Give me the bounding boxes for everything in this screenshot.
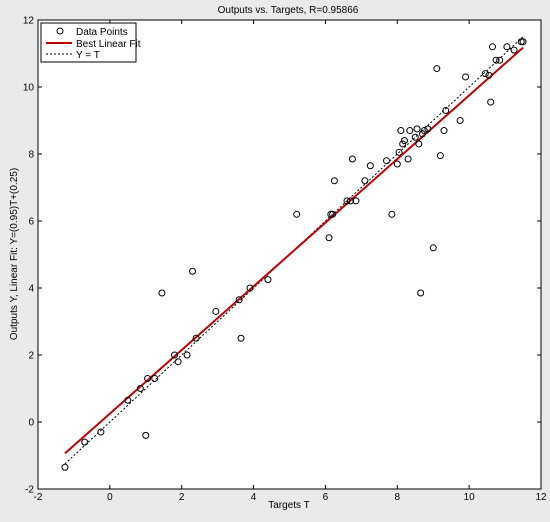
legend-data-points-label: Data Points xyxy=(76,27,128,38)
x-tick-label: 6 xyxy=(323,492,329,503)
data-point xyxy=(492,56,500,64)
data-point xyxy=(406,127,414,135)
data-point xyxy=(413,125,421,133)
y-tick-label: 8 xyxy=(28,150,34,161)
data-point xyxy=(488,43,496,51)
data-point xyxy=(192,334,200,342)
data-point xyxy=(418,130,426,138)
data-point xyxy=(151,374,159,382)
data-point xyxy=(420,127,428,135)
x-tick-label: 4 xyxy=(251,492,257,503)
data-point xyxy=(212,307,220,315)
y-tick-label: 4 xyxy=(28,284,34,295)
data-point xyxy=(330,177,338,185)
data-point xyxy=(400,137,408,145)
x-tick-label: 0 xyxy=(107,492,113,503)
data-point xyxy=(366,162,374,170)
data-point xyxy=(411,133,419,141)
data-point xyxy=(293,210,301,218)
y-tick-label: 12 xyxy=(23,16,35,27)
data-point xyxy=(246,284,254,292)
data-point xyxy=(417,289,425,297)
y-axis: -2 0 2 4 6 8 10 12 xyxy=(23,16,541,496)
data-point xyxy=(158,289,166,297)
y-tick-label: 0 xyxy=(28,418,34,429)
x-tick-label: 2 xyxy=(179,492,185,503)
data-point xyxy=(503,43,511,51)
data-point xyxy=(415,140,423,148)
data-point xyxy=(519,38,527,46)
data-point xyxy=(237,334,245,342)
x-tick-label: 8 xyxy=(395,492,401,503)
data-point xyxy=(487,98,495,106)
data-point xyxy=(361,177,369,185)
data-point xyxy=(136,385,144,392)
data-point xyxy=(456,117,464,124)
legend: Data Points Best Linear Fit Y = T xyxy=(40,22,141,63)
data-point xyxy=(388,210,396,218)
data-point xyxy=(347,197,355,205)
y-tick-label: -2 xyxy=(25,485,34,496)
data-point xyxy=(399,140,407,148)
data-point xyxy=(481,70,489,78)
data-point xyxy=(424,125,432,133)
data-point xyxy=(462,73,470,81)
x-tick-label: 10 xyxy=(464,492,476,503)
data-point xyxy=(142,431,150,439)
data-point xyxy=(174,358,182,366)
data-point xyxy=(329,210,337,218)
x-tick-label: -2 xyxy=(34,492,43,503)
chart-title: Outputs vs. Targets, R=0.95866 xyxy=(218,5,359,16)
data-point xyxy=(496,56,504,64)
data-point xyxy=(124,396,132,404)
data-points-group xyxy=(61,38,527,471)
data-point xyxy=(395,148,403,156)
data-point xyxy=(433,65,441,73)
data-point xyxy=(188,267,196,275)
x-tick-label: 12 xyxy=(535,492,547,503)
data-point xyxy=(404,155,412,163)
legend-fit-line-label: Best Linear Fit xyxy=(76,39,141,50)
data-point xyxy=(383,157,391,165)
y-axis-label: Outputs Y, Linear Fit: Y=(0.95)T+(0.25) xyxy=(9,168,20,340)
data-point xyxy=(97,428,105,436)
data-point xyxy=(510,46,518,54)
data-point xyxy=(393,160,401,168)
legend-data-points-marker xyxy=(56,27,64,35)
x-axis: -2 0 2 4 6 8 10 12 xyxy=(34,20,547,503)
data-point xyxy=(436,152,444,160)
data-point xyxy=(81,438,89,446)
x-axis-label: Targets T xyxy=(268,500,310,511)
data-point xyxy=(442,106,450,114)
data-point xyxy=(235,296,243,304)
data-point xyxy=(171,351,179,359)
data-point xyxy=(343,197,351,205)
y-tick-label: 6 xyxy=(28,217,34,228)
data-point xyxy=(485,71,493,79)
data-point xyxy=(264,276,272,284)
legend-identity-line-label: Y = T xyxy=(76,50,100,61)
y-tick-label: 10 xyxy=(23,83,35,94)
data-point xyxy=(325,234,333,242)
data-point xyxy=(352,197,360,205)
data-point xyxy=(429,244,437,252)
data-point xyxy=(144,374,152,382)
data-point xyxy=(440,127,448,135)
y-tick-label: 2 xyxy=(28,351,34,362)
data-point xyxy=(183,351,191,359)
data-point xyxy=(397,127,405,135)
data-point xyxy=(348,155,356,163)
data-point xyxy=(61,463,69,471)
